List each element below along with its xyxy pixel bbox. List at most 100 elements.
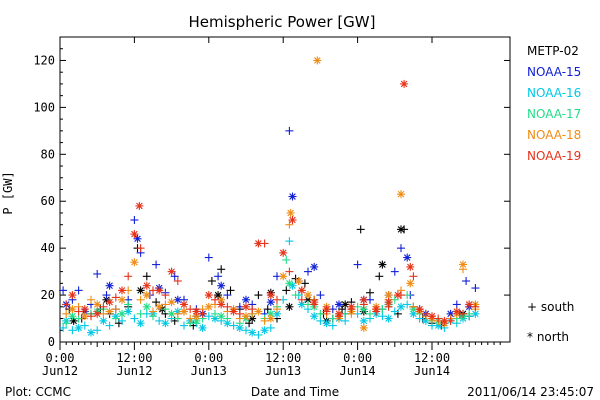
south-point <box>111 293 120 302</box>
north-point <box>198 323 207 332</box>
north-point <box>133 234 142 243</box>
north-point <box>93 300 102 309</box>
south-point <box>409 272 418 281</box>
south-point <box>285 220 294 229</box>
north-point <box>459 260 467 269</box>
north-point <box>229 307 238 316</box>
south-point <box>285 267 294 276</box>
north-point <box>335 309 343 318</box>
south-point <box>316 316 325 325</box>
south-point <box>68 326 77 335</box>
north-point <box>297 286 306 295</box>
north-point <box>310 312 319 321</box>
south-point <box>136 244 145 253</box>
south-point <box>204 312 213 321</box>
north-point <box>393 291 402 300</box>
south-point <box>226 286 235 295</box>
north-point <box>180 300 188 309</box>
north-point <box>288 216 297 224</box>
x-tick-time-label: 12:00 <box>265 351 301 365</box>
x-tick-date-label: Jun13 <box>191 364 227 378</box>
south-point <box>328 321 337 330</box>
north-point <box>397 225 405 234</box>
north-point <box>384 291 393 300</box>
south-point <box>217 265 226 274</box>
north-point <box>266 314 275 323</box>
south-point <box>80 321 89 330</box>
south-point <box>152 298 161 307</box>
south-point <box>403 300 412 309</box>
south-point <box>462 277 471 285</box>
north-point <box>105 298 114 307</box>
north-point <box>223 319 232 328</box>
north-point <box>347 302 356 311</box>
x-tick-date-label: Jun12 <box>116 364 152 378</box>
south-point <box>87 312 95 321</box>
north-point <box>68 305 77 314</box>
data-points <box>59 56 480 339</box>
south-point <box>341 316 350 325</box>
south-point <box>282 286 291 295</box>
south-point <box>254 291 263 300</box>
north-point <box>192 316 201 325</box>
south-point <box>397 244 405 253</box>
x-tick-date-label: Jun13 <box>265 364 301 378</box>
legend-entry: NOAA-15 <box>527 65 581 79</box>
north-point <box>465 300 474 309</box>
north-point <box>87 328 95 337</box>
south-point <box>124 272 133 281</box>
north-point <box>372 305 381 314</box>
x-tick-time-label: 12:00 <box>414 351 450 365</box>
south-point <box>300 279 309 288</box>
x-tick-time-label: 0:00 <box>194 351 223 365</box>
south-point <box>173 277 182 285</box>
plot-timestamp: 2011/06/14 23:45:07 <box>467 385 594 399</box>
south-point <box>211 295 219 304</box>
south-point <box>59 286 68 295</box>
south-point <box>409 302 418 311</box>
south-point <box>434 314 443 323</box>
south-point <box>111 305 120 314</box>
south-point <box>180 321 188 330</box>
north-point <box>428 312 436 321</box>
north-point <box>167 298 176 307</box>
south-point <box>254 330 263 339</box>
south-point <box>62 309 71 318</box>
south-point <box>102 291 111 300</box>
north-point <box>124 307 133 316</box>
north-point <box>294 277 303 285</box>
north-point <box>406 262 415 271</box>
marker-legend-entry: * north <box>527 330 569 344</box>
south-point <box>235 309 244 318</box>
x-tick-time-label: 0:00 <box>343 351 372 365</box>
south-point <box>229 321 238 330</box>
y-axis-label: P [GW] <box>1 171 15 214</box>
north-point <box>310 298 319 307</box>
north-point <box>167 267 176 276</box>
north-point <box>135 201 144 210</box>
north-point <box>254 239 263 248</box>
south-point <box>204 253 213 262</box>
north-point <box>242 302 250 311</box>
north-point <box>266 298 275 307</box>
north-point <box>74 323 83 332</box>
north-point <box>397 190 405 199</box>
south-point <box>266 323 275 332</box>
north-point <box>93 309 102 318</box>
north-point <box>248 328 257 337</box>
south-point <box>211 309 219 318</box>
north-point <box>279 272 288 281</box>
north-point <box>359 323 368 332</box>
north-point <box>217 300 226 309</box>
north-point <box>285 279 294 288</box>
south-point <box>93 269 102 278</box>
north-point <box>242 312 250 321</box>
north-point <box>211 314 219 323</box>
north-point <box>105 307 114 316</box>
south-point <box>452 300 461 309</box>
north-point <box>242 295 250 304</box>
north-point <box>403 253 412 262</box>
south-point <box>471 302 480 311</box>
north-point <box>322 319 331 328</box>
north-point <box>155 302 164 311</box>
